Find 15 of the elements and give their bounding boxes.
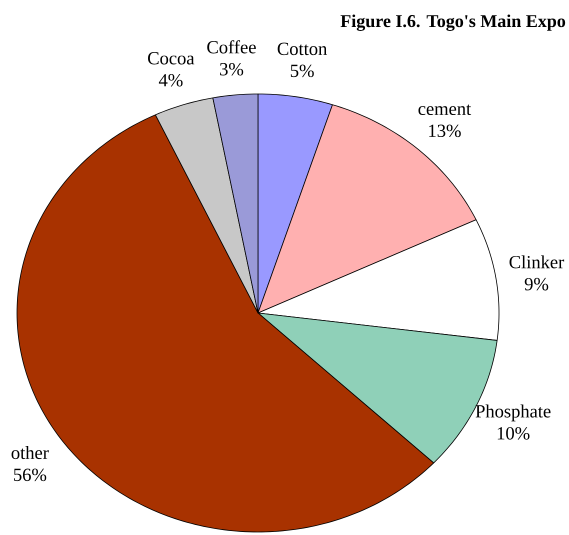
slice-label: cement [418, 104, 472, 116]
data-label: 9% [524, 278, 548, 290]
slice-label: other [12, 446, 49, 460]
data-label: 13% [429, 124, 461, 138]
data-label: 56% [14, 468, 46, 482]
data-label: 10% [498, 427, 530, 440]
slice-label: Coffee [207, 40, 256, 54]
slice-label: Phosphate [476, 404, 551, 422]
slice-label: Clinker [510, 255, 564, 268]
slice-label: Cocoa [148, 52, 194, 64]
data-label: 3% [220, 62, 244, 76]
chart-title: Figure I.6. Togo's Main Expo [340, 14, 566, 31]
slice-label: Cotton [278, 42, 328, 56]
data-label: 4% [158, 74, 183, 87]
data-label: 5% [290, 64, 314, 78]
